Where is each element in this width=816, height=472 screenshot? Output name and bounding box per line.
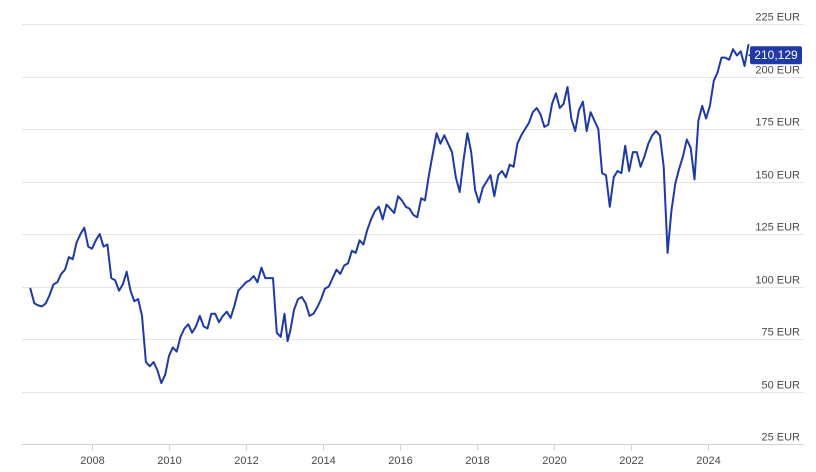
x-tick-label: 2016 (388, 455, 412, 467)
y-tick-label: 200 EUR (755, 65, 800, 77)
y-tick-label: 100 EUR (755, 275, 800, 287)
y-axis-tick-labels: 25 EUR 50 EUR 75 EUR 100 EUR 125 EUR 150 EUR 1… (755, 12, 800, 444)
y-tick-label: 175 EUR (755, 117, 800, 129)
x-tick-label: 2020 (542, 455, 566, 467)
x-tick-label: 2014 (311, 455, 335, 467)
x-tick-label: 2012 (234, 455, 258, 467)
x-axis-tick-marks (92, 444, 709, 451)
last-value-text: 210,129 (754, 48, 798, 62)
y-tick-label: 225 EUR (755, 12, 800, 24)
x-tick-label: 2022 (619, 455, 643, 467)
x-tick-label: 2008 (80, 455, 104, 467)
x-tick-label: 2024 (696, 455, 720, 467)
y-tick-label: 75 EUR (761, 327, 800, 339)
y-tick-label: 125 EUR (755, 222, 800, 234)
series-line (29, 44, 750, 385)
y-tick-label: 50 EUR (761, 380, 800, 392)
x-axis-tick-labels: 2008 2010 2012 2014 2016 2018 2020 2022 2024 (80, 455, 720, 467)
gridlines (22, 24, 804, 445)
x-tick-label: 2018 (465, 455, 489, 467)
y-tick-label: 150 EUR (755, 170, 800, 182)
last-value-badge (750, 46, 802, 65)
y-tick-label: 25 EUR (761, 432, 800, 444)
x-tick-label: 2010 (157, 455, 181, 467)
last-value-label: 210,129 (748, 46, 802, 65)
